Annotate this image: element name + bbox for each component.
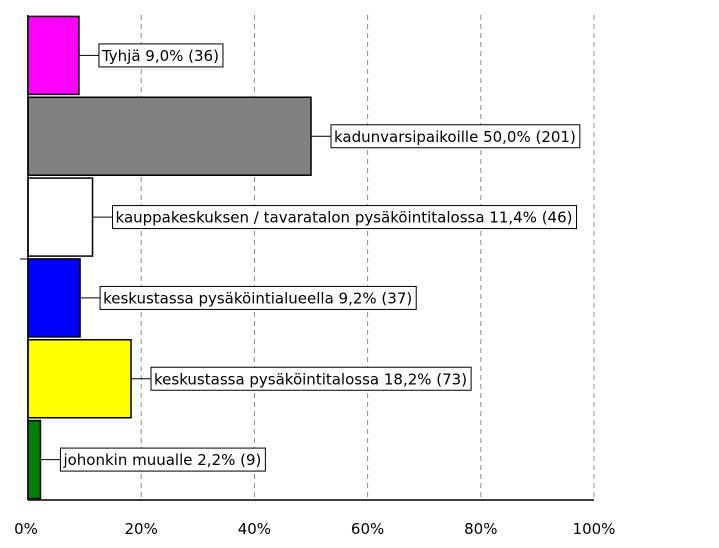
bar-label-box bbox=[98, 43, 224, 68]
bars bbox=[27, 15, 312, 500]
x-tick-label: 40% bbox=[238, 520, 271, 538]
x-tick-label: 20% bbox=[125, 520, 158, 538]
bar-label-box bbox=[99, 285, 417, 310]
bar-label: keskustassa pysäköintialueella 9,2% (37) bbox=[80, 285, 417, 310]
bar-label-box bbox=[150, 366, 472, 391]
bar-label-box bbox=[330, 124, 581, 149]
x-tick-label: 100% bbox=[573, 520, 616, 538]
bar bbox=[27, 419, 42, 500]
bar-label-text: Tyhjä 9,0% (36) bbox=[101, 47, 219, 65]
x-tick-label: 60% bbox=[351, 520, 384, 538]
bar bbox=[27, 339, 132, 419]
bar-label: johonkin muualle 2,2% (9) bbox=[40, 447, 266, 472]
bar-label-text: johonkin muualle 2,2% (9) bbox=[62, 451, 261, 469]
bar-label-text: kadunvarsipaikoille 50,0% (201) bbox=[334, 128, 576, 146]
x-tick-label: 80% bbox=[464, 520, 497, 538]
bar bbox=[27, 258, 81, 338]
x-tick-label: 0% bbox=[14, 520, 38, 538]
x-tick-labels: 0% 20% 40% 60% 80% 100% bbox=[14, 520, 615, 538]
bar bbox=[27, 96, 312, 176]
bar-label: kadunvarsipaikoille 50,0% (201) bbox=[311, 124, 581, 149]
bar-label-box bbox=[112, 205, 578, 230]
bar-labels: Tyhjä 9,0% (36) kadunvarsipaikoille 50,0%… bbox=[40, 43, 581, 472]
bar-label-text: keskustassa pysäköintialueella 9,2% (37) bbox=[103, 289, 412, 307]
gridlines bbox=[140, 15, 595, 500]
bar-label: Tyhjä 9,0% (36) bbox=[78, 43, 224, 68]
bar-label-box bbox=[59, 447, 266, 472]
bar-label-text: kauppakeskuksen / tavaratalon pysäköinti… bbox=[116, 209, 573, 227]
bar bbox=[27, 15, 80, 96]
axes bbox=[20, 15, 594, 501]
bar-label: kauppakeskuksen / tavaratalon pysäköinti… bbox=[92, 205, 578, 230]
bar bbox=[27, 177, 94, 257]
bar-label-text: keskustassa pysäköintitalossa 18,2% (73) bbox=[154, 370, 467, 388]
bar-label: keskustassa pysäköintitalossa 18,2% (73) bbox=[131, 366, 472, 391]
